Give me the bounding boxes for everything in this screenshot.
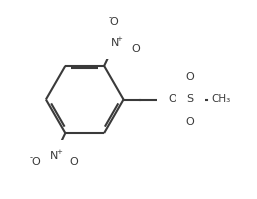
Text: O: O bbox=[168, 95, 177, 104]
Text: O: O bbox=[31, 157, 40, 167]
Text: O: O bbox=[132, 44, 140, 54]
Text: O: O bbox=[110, 17, 118, 27]
Text: -: - bbox=[30, 153, 33, 162]
Text: O: O bbox=[186, 72, 195, 82]
Text: N: N bbox=[111, 38, 119, 48]
Text: +: + bbox=[56, 149, 62, 155]
Text: N: N bbox=[50, 151, 59, 161]
Text: S: S bbox=[187, 95, 194, 104]
Text: -: - bbox=[108, 13, 111, 22]
Text: O: O bbox=[69, 157, 78, 167]
Text: O: O bbox=[186, 117, 195, 127]
Text: CH₃: CH₃ bbox=[211, 95, 230, 104]
Text: +: + bbox=[116, 36, 122, 42]
